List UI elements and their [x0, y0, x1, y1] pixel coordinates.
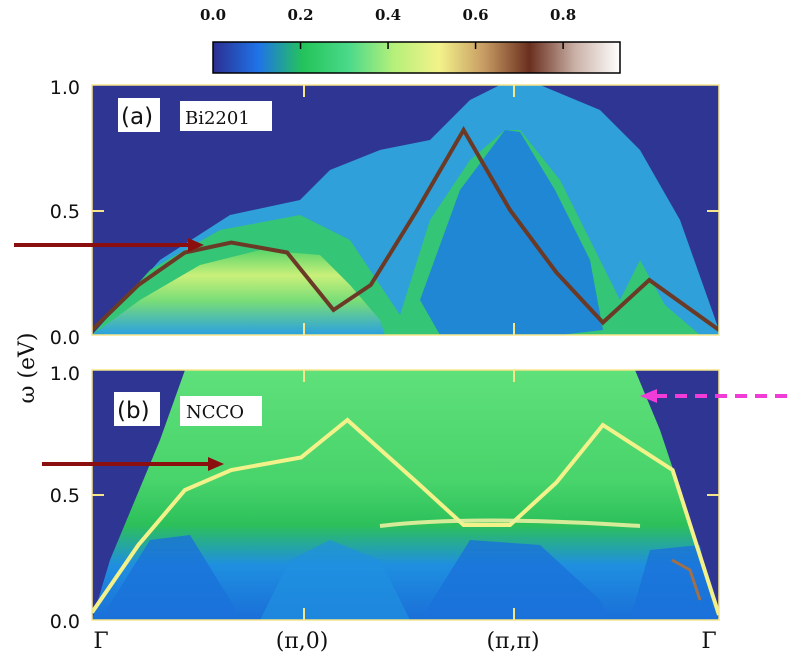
panel-b-dispersion	[92, 417, 719, 616]
panel-b-blue-right	[630, 545, 715, 620]
panel-b-label: (b)	[117, 398, 150, 424]
panel-b-ytick-top: 1.0	[50, 363, 80, 385]
panel-a-ytick-mid: 0.5	[50, 201, 80, 223]
panel-b-blue-left	[100, 535, 240, 620]
panel-a-material: Bi2201	[185, 108, 250, 129]
colorbar-ticks: 0.0 0.2 0.4 0.6 0.8	[200, 6, 576, 49]
colorbar-tick-label: 0.0	[200, 6, 226, 24]
panel-a-ytick-bottom: 0.0	[50, 327, 80, 349]
panel-b-blue-mid	[420, 540, 610, 620]
xtick-pi-0: (π,0)	[276, 629, 329, 654]
panel-a-dispersion	[92, 126, 719, 332]
colorbar: 0.0 0.2 0.4 0.6 0.8	[200, 6, 621, 74]
panel-b-material: NCCO	[186, 402, 244, 423]
panel-b-blue-center	[260, 540, 410, 620]
panel-a-band-fill	[92, 250, 385, 335]
panel-a: (a) Bi2201 1.0 0.5 0.0	[14, 77, 720, 349]
colorbar-tick-label: 0.2	[287, 6, 313, 24]
xtick-gamma-right: Γ	[701, 629, 716, 654]
panel-a-blue-region	[420, 130, 603, 335]
panel-a-material-bg	[180, 101, 272, 131]
panel-a-label-bg	[118, 98, 160, 132]
panel-b: (b) NCCO 1.0 0.5 0.0	[42, 363, 795, 633]
colorbar-tick-label: 0.8	[550, 6, 576, 24]
panel-b-green-weight	[92, 370, 719, 620]
y-axis-label: ω (eV)	[15, 332, 40, 403]
panel-b-label-bg	[114, 392, 160, 426]
colorbar-gradient	[212, 41, 621, 74]
xtick-pi-pi: (π,π)	[486, 629, 539, 654]
panel-b-arrow-left	[42, 457, 224, 471]
colorbar-tick-label: 0.4	[375, 6, 401, 24]
colorbar-tick-label: 0.6	[463, 6, 489, 24]
xtick-gamma-left: Γ	[93, 629, 108, 654]
panel-b-ytick-mid: 0.5	[50, 485, 80, 507]
panel-a-arrow	[14, 238, 204, 252]
panel-a-ytick-top: 1.0	[50, 77, 80, 99]
panel-b-ytick-bottom: 0.0	[50, 611, 80, 633]
panel-b-material-bg	[180, 396, 262, 426]
panel-a-label: (a)	[121, 104, 153, 130]
panel-b-arrow-right-dashed	[640, 389, 795, 403]
